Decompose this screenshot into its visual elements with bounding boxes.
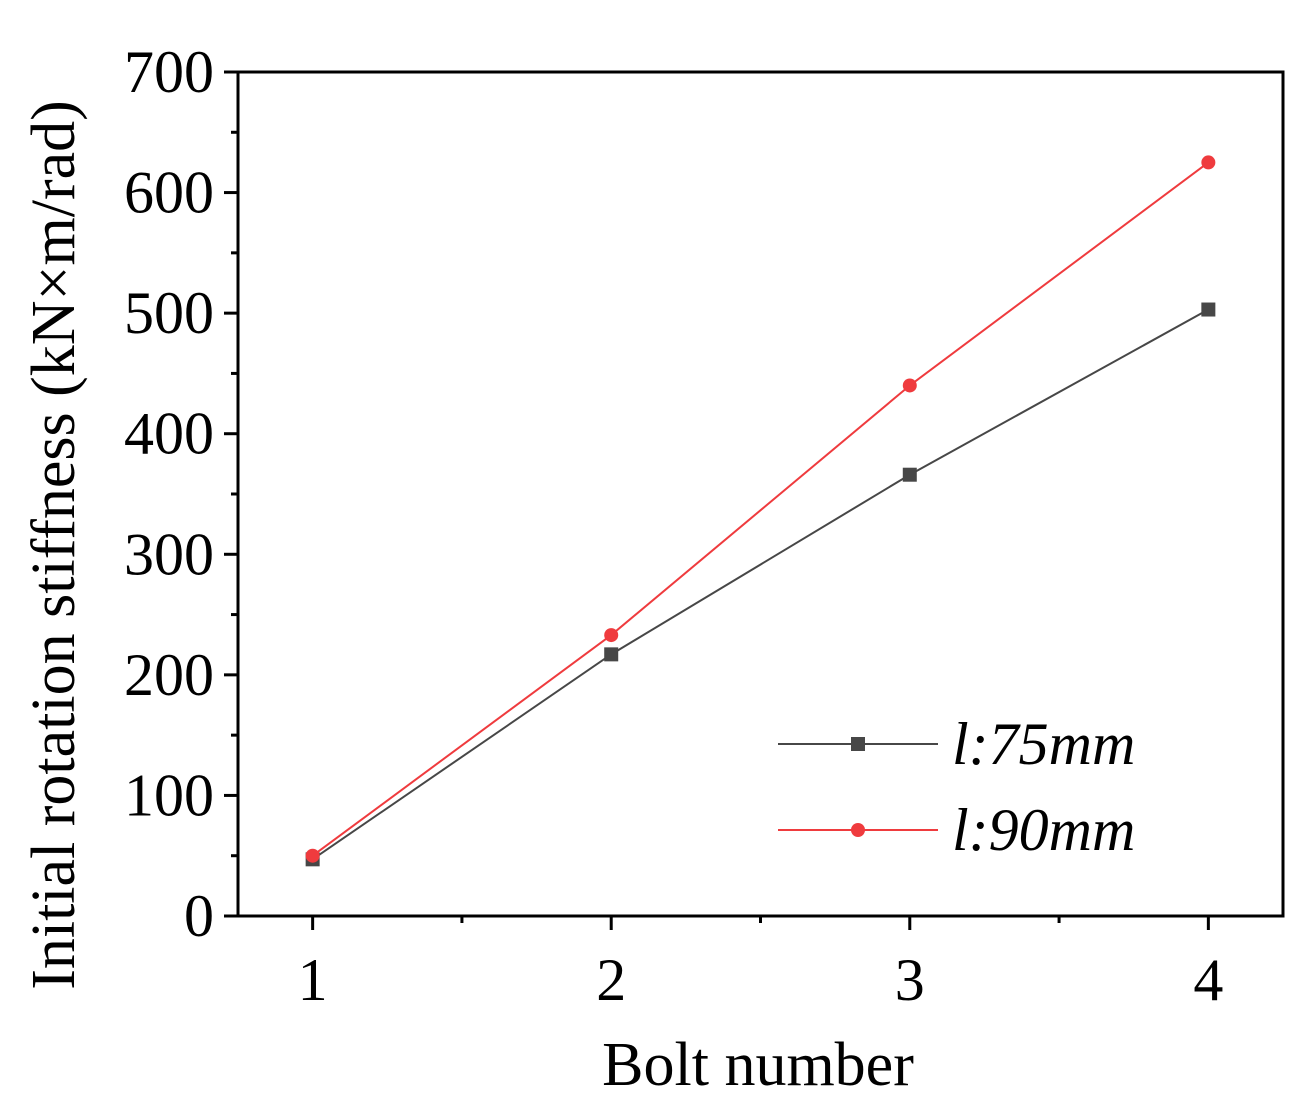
plot-border xyxy=(236,70,1285,918)
data-point-s2-4 xyxy=(1201,155,1216,170)
y-axis-title: Initial rotation stiffness (kN×m/rad) xyxy=(20,100,88,990)
y-tick-label: 500 xyxy=(124,280,214,346)
data-point-s1-3 xyxy=(902,467,917,482)
y-axis: 0 100 200 300 400 500 600 700 xyxy=(124,39,238,949)
series-line-2 xyxy=(312,161,1209,857)
y-tick-label: 600 xyxy=(124,160,214,226)
x-tick-label: 3 xyxy=(895,947,925,1013)
y-tick-label: 100 xyxy=(124,762,214,828)
plot-frame xyxy=(236,70,1285,918)
data-point-s2-2 xyxy=(604,628,619,643)
data-point-s1-4 xyxy=(1201,302,1216,317)
x-axis: 1 2 3 4 xyxy=(298,916,1223,1013)
legend-label-1: l:75mm xyxy=(952,711,1135,777)
series-line-1 xyxy=(312,308,1209,861)
x-tick-label: 1 xyxy=(298,947,328,1013)
y-tick-label: 400 xyxy=(124,401,214,467)
legend-label-2: l:90mm xyxy=(952,797,1135,863)
data-point-s2-3 xyxy=(902,378,917,393)
legend-marker-2 xyxy=(851,823,865,837)
data-point-s1-2 xyxy=(604,647,619,662)
data-point-s2-1 xyxy=(305,848,320,863)
x-tick-label: 4 xyxy=(1193,947,1223,1013)
y-tick-label: 300 xyxy=(124,521,214,587)
y-tick-label: 200 xyxy=(124,642,214,708)
y-tick-label: 700 xyxy=(124,39,214,105)
x-tick-label: 2 xyxy=(596,947,626,1013)
legend-marker-1 xyxy=(851,737,865,751)
y-tick-label: 0 xyxy=(184,883,214,949)
x-axis-title: Bolt number xyxy=(602,1031,914,1099)
legend: l:75mm l:90mm xyxy=(778,711,1135,863)
series-layer xyxy=(305,155,1216,867)
